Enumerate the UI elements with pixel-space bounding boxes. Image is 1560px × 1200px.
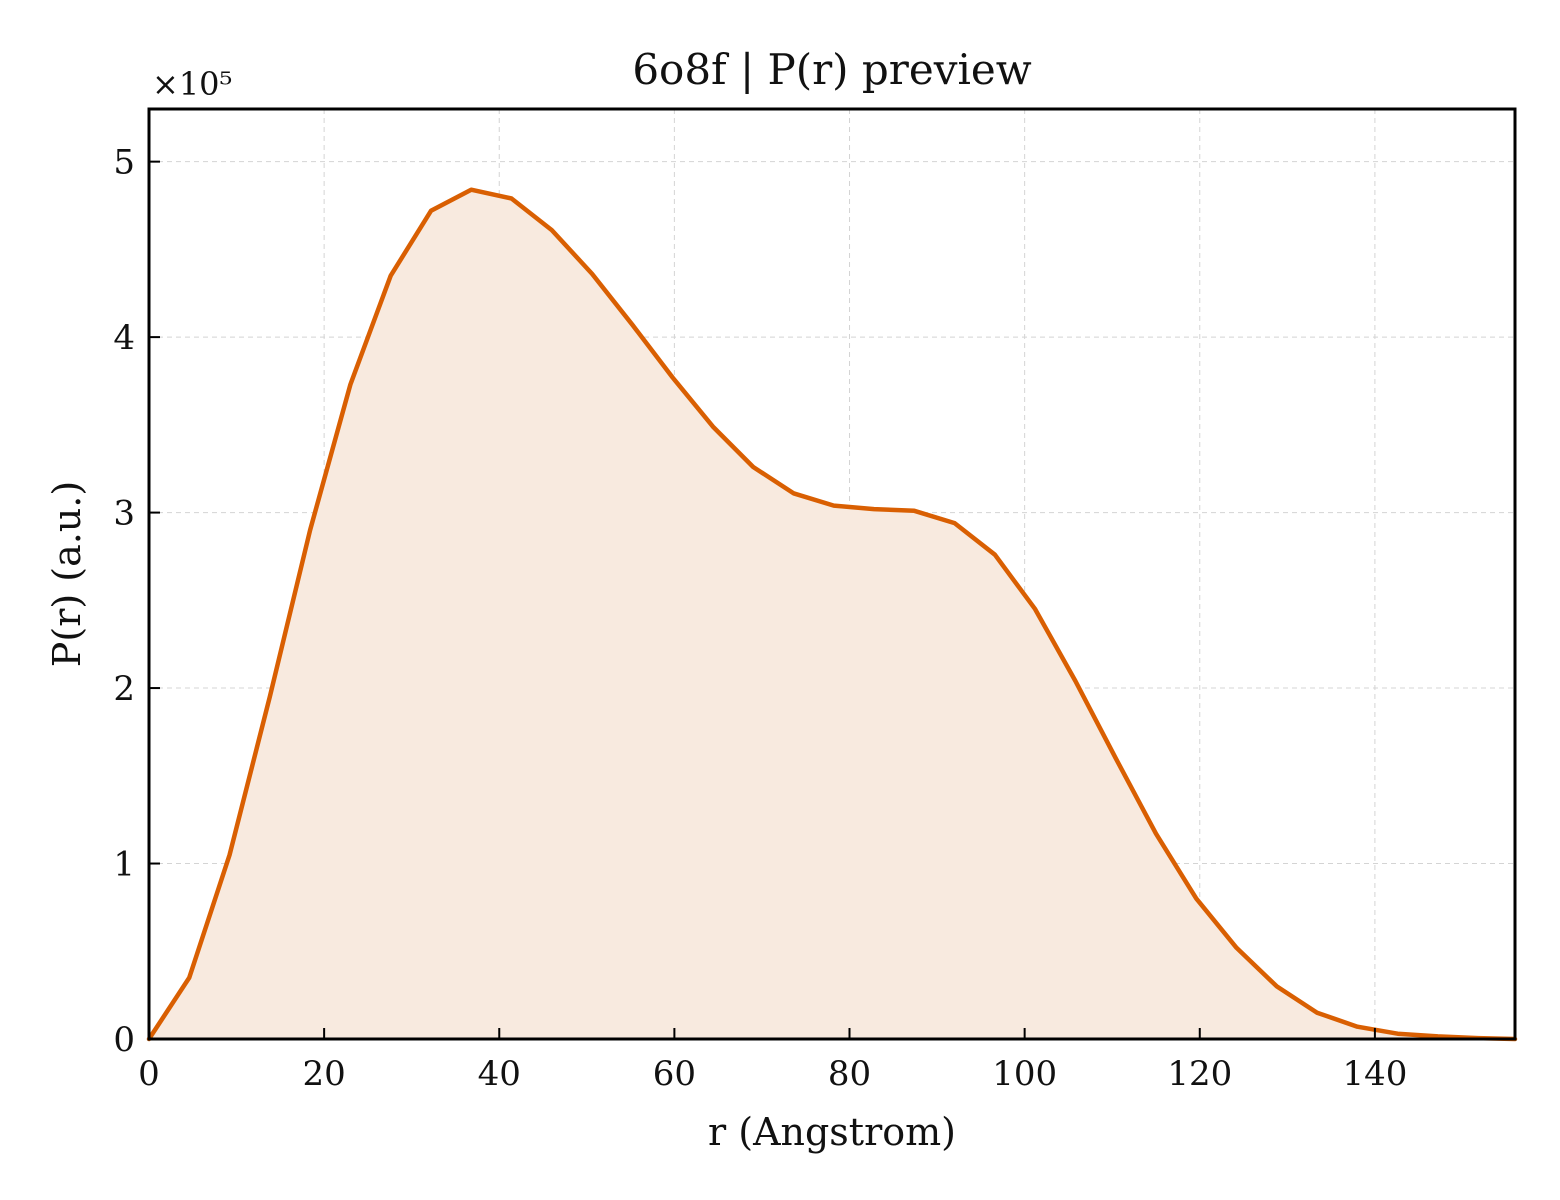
x-tick-label: 20 [302, 1054, 345, 1094]
plot-frame [147, 107, 1517, 1041]
y-tick-label: 4 [113, 318, 135, 358]
x-tick-label: 140 [1342, 1054, 1407, 1094]
y-tick-label: 0 [113, 1020, 135, 1060]
y-tick-label: 3 [113, 494, 135, 534]
x-axis-ticks: 0 20 40 60 80 100 120 140 [138, 1028, 1407, 1094]
x-tick-label: 80 [828, 1054, 871, 1094]
y-axis-ticks: 0 1 2 3 4 5 [113, 143, 160, 1060]
y-tick-label: 5 [113, 143, 135, 183]
x-axis-label: r (Angstrom) [708, 1110, 956, 1154]
chart-title: 6o8f | P(r) preview [632, 45, 1031, 94]
y-multiplier-label: ×10⁵ [152, 65, 232, 103]
series-line [146, 187, 1518, 1042]
x-tick-label: 100 [992, 1054, 1057, 1094]
area-fill [149, 189, 1515, 1039]
x-tick-label: 120 [1167, 1054, 1232, 1094]
x-tick-label: 40 [478, 1054, 521, 1094]
y-tick-label: 2 [113, 669, 135, 709]
y-axis-label: P(r) (a.u.) [45, 481, 89, 667]
y-tick-label: 1 [113, 845, 135, 885]
x-tick-label: 0 [138, 1054, 160, 1094]
x-tick-label: 60 [653, 1054, 696, 1094]
